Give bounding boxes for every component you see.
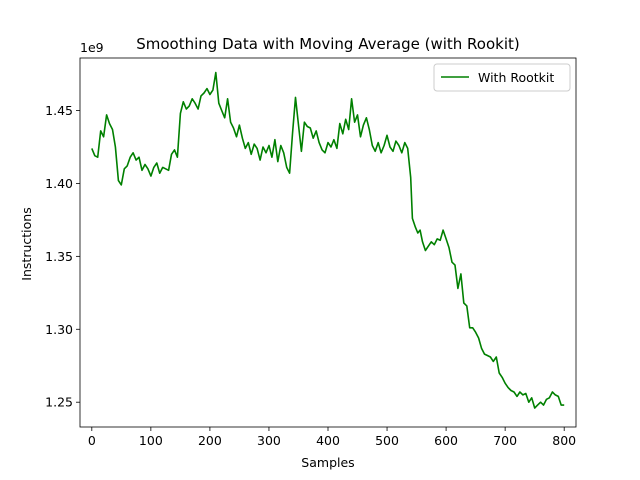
x-tick-label: 0 (88, 433, 96, 448)
x-tick-label: 800 (552, 433, 576, 448)
y-tick-label: 1.40 (45, 176, 73, 191)
y-tick-label: 1.45 (45, 103, 73, 118)
x-tick-label: 100 (139, 433, 163, 448)
legend: With Rootkit (433, 63, 571, 92)
x-tick-label: 500 (375, 433, 399, 448)
chart-title: Smoothing Data with Moving Average (with… (136, 35, 519, 53)
x-tick-label: 600 (434, 433, 458, 448)
x-tick-label: 200 (198, 433, 222, 448)
x-axis-label: Samples (301, 455, 354, 470)
plot-area: 0 100 200 300 400 500 600 700 800 1.25 1.30 1.35 1.4… (45, 57, 577, 448)
x-tick-label: 300 (257, 433, 281, 448)
series-line-with-rootkit (91, 71, 565, 409)
y-tick-label: 1.35 (45, 249, 73, 264)
legend-box (433, 63, 571, 92)
y-tick-label: 1.25 (45, 395, 73, 410)
x-tick-label: 700 (493, 433, 517, 448)
y-tick-label: 1.30 (45, 322, 73, 337)
legend-label-with-rootkit: With Rootkit (478, 70, 554, 85)
y-axis-offset-label: 1e9 (80, 40, 104, 55)
x-tick-label: 400 (316, 433, 340, 448)
y-axis-label: Instructions (19, 207, 34, 280)
